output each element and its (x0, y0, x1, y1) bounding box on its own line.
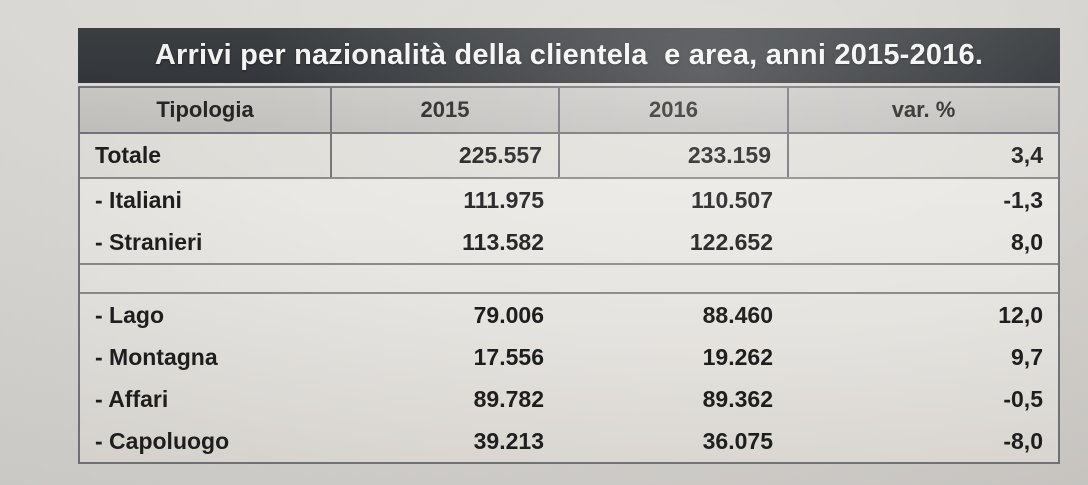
value-var-pct: -0,5 (1003, 385, 1043, 412)
row-label: - Stranieri (95, 228, 203, 255)
value-2015: 111.975 (463, 186, 544, 213)
value-var-pct: 8,0 (1011, 228, 1043, 255)
table-row-lago: - Lago 79.006 88.460 12,0 (80, 294, 1058, 336)
table-row-italiani: - Italiani 111.975 110.507 -1,3 (80, 179, 1058, 221)
value-var-pct: -8,0 (1003, 427, 1043, 454)
value-2015: 17.556 (473, 343, 544, 370)
header-2015: 2015 (332, 88, 560, 132)
table-body: Tipologia 2015 2016 var. % Totale 225.55… (78, 86, 1060, 464)
value-2015: 225.557 (332, 134, 560, 177)
row-label: Totale (80, 134, 332, 177)
value-2016: 19.262 (702, 343, 773, 370)
table-row-stranieri: - Stranieri 113.582 122.652 8,0 (80, 221, 1058, 263)
value-2016: 36.075 (702, 427, 773, 454)
value-2016: 89.362 (702, 385, 773, 412)
row-label: - Affari (95, 385, 169, 412)
value-var-pct: 3,4 (1011, 142, 1043, 168)
value-2016: 88.460 (702, 301, 773, 328)
value-var-pct: 9,7 (1011, 343, 1043, 370)
header-row: Tipologia 2015 2016 var. % (80, 88, 1058, 134)
value-var-pct: -1,3 (1003, 186, 1043, 213)
header-var-pct: var. % (891, 97, 956, 122)
value-2015: 39.213 (473, 427, 544, 454)
table-row-montagna: - Montagna 17.556 19.262 9,7 (80, 336, 1058, 378)
value-2015: 79.006 (473, 301, 544, 328)
value-2015: 113.582 (462, 228, 544, 255)
empty-spacer-row (80, 265, 1058, 294)
table-title: Arrivi per nazionalità della clientela e… (78, 28, 1060, 83)
value-2016: 110.507 (691, 186, 773, 213)
arrivals-table: Arrivi per nazionalità della clientela e… (78, 28, 1060, 464)
row-label: - Capoluogo (95, 427, 230, 454)
value-2016: 233.159 (560, 134, 789, 177)
area-group: - Lago 79.006 88.460 12,0 - Montagna 17.… (80, 294, 1058, 462)
table-row-capoluogo: - Capoluogo 39.213 36.075 -8,0 (80, 420, 1058, 462)
header-2016: 2016 (560, 88, 789, 132)
value-2015: 89.782 (473, 385, 544, 412)
table-row-totale: Totale 225.557 233.159 3,4 (80, 134, 1058, 179)
value-var-pct: 12,0 (998, 301, 1043, 328)
nationality-group: - Italiani 111.975 110.507 -1,3 - Strani… (80, 179, 1058, 265)
value-2016: 122.652 (689, 228, 773, 255)
row-label: - Italiani (95, 186, 182, 213)
row-label: - Montagna (95, 343, 218, 370)
row-label: - Lago (95, 301, 164, 328)
table-row-affari: - Affari 89.782 89.362 -0,5 (80, 378, 1058, 420)
header-tipologia: Tipologia (80, 88, 332, 132)
